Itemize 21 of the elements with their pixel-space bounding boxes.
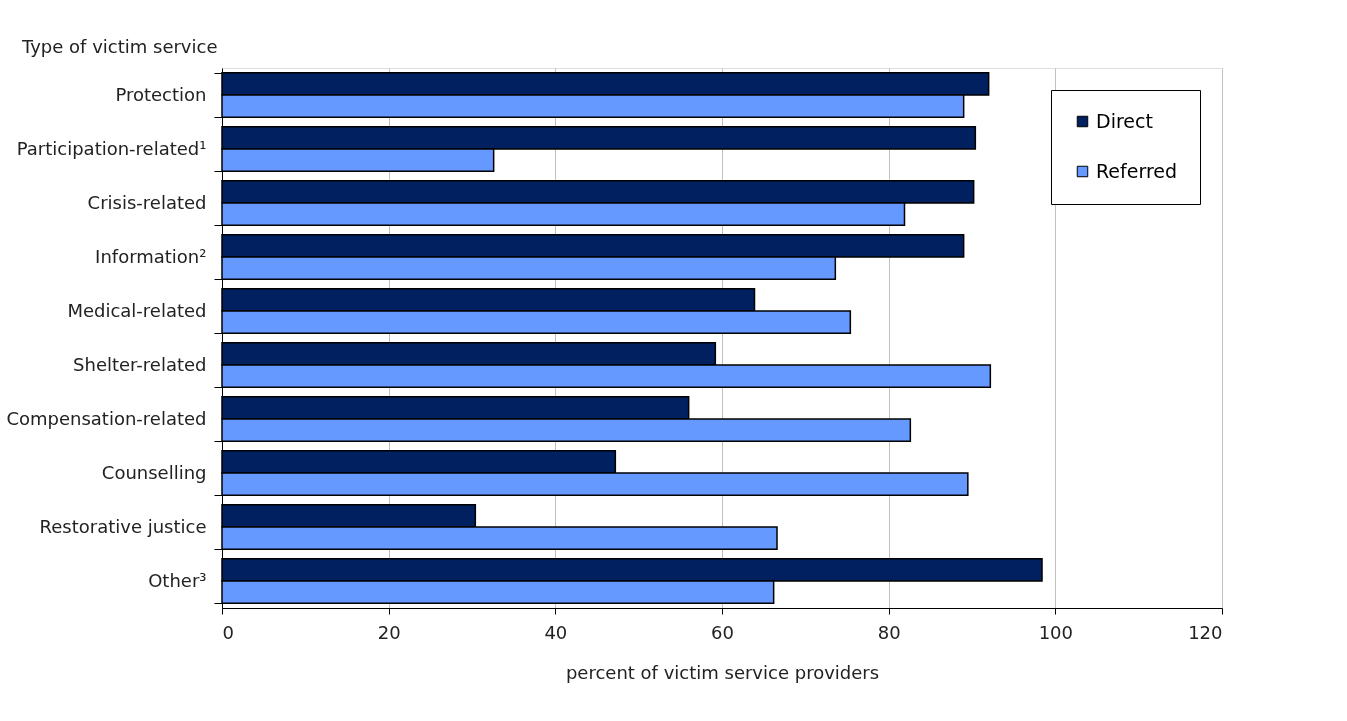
x-tick-label: 20 bbox=[377, 621, 401, 643]
y-tick-label: Information² bbox=[95, 245, 207, 267]
x-axis-title: percent of victim service providers bbox=[565, 661, 880, 683]
y-tick-label: Restorative justice bbox=[39, 515, 207, 537]
x-tick-label: 0 bbox=[222, 621, 234, 643]
x-tick-label: 60 bbox=[711, 621, 734, 643]
legend-label: Direct bbox=[1096, 109, 1153, 132]
x-tick-label: 40 bbox=[544, 621, 568, 643]
y-tick-label: Shelter-related bbox=[73, 353, 207, 375]
y-axis-title: Type of victim service bbox=[21, 35, 218, 57]
x-tick-label: 100 bbox=[1038, 621, 1074, 643]
y-tick-label: Compensation-related bbox=[6, 407, 207, 429]
y-tick-label: Counselling bbox=[101, 461, 207, 483]
y-tick-label: Crisis-related bbox=[87, 191, 207, 213]
legend-label: Referred bbox=[1096, 159, 1178, 182]
y-tick-label: Protection bbox=[115, 83, 207, 105]
y-tick-label: Other³ bbox=[148, 569, 207, 591]
y-tick-label: Medical-related bbox=[67, 299, 207, 321]
y-tick-label: Participation-related¹ bbox=[16, 137, 207, 159]
x-tick-label: 120 bbox=[1188, 621, 1223, 643]
x-tick-label: 80 bbox=[877, 621, 901, 643]
